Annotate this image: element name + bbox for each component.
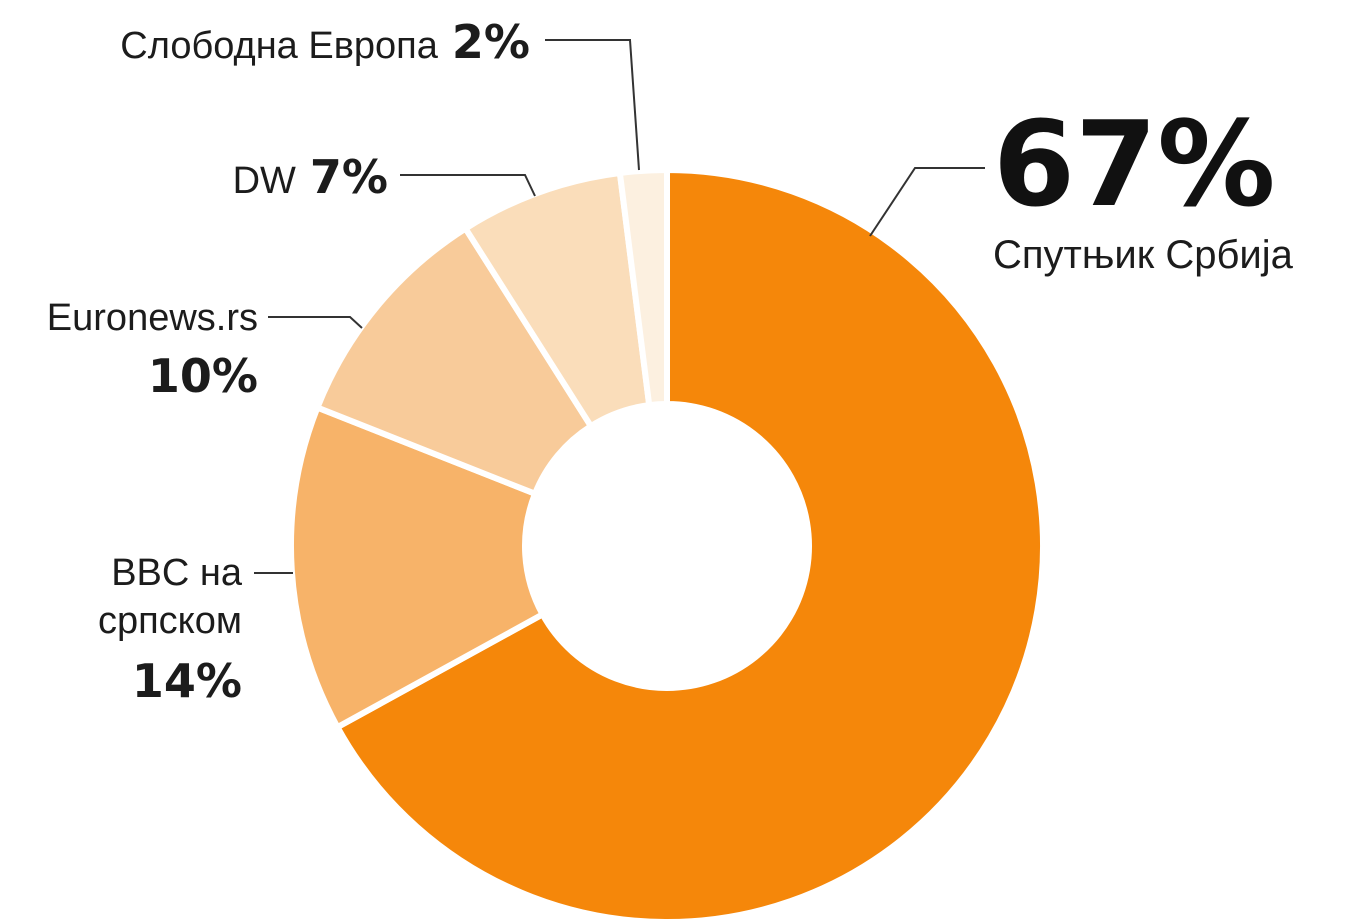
- donut-slices: [288, 167, 1046, 921]
- slice-label-euronews: Euronews.rs: [47, 297, 258, 339]
- leader-line-slobodna: [545, 39, 640, 171]
- slice-label-slobodna-row: Слободна Европа 2%: [120, 15, 530, 69]
- slice-value-bbc: 14%: [132, 654, 242, 708]
- leader-line-sputnik: [869, 167, 985, 237]
- donut-slice-euronews: [314, 225, 594, 497]
- slice-label-slobodna: Слободна Европа: [120, 25, 438, 67]
- leader-line-dw: [400, 174, 536, 197]
- donut-slice-bbc: [288, 404, 546, 731]
- slice-value-dw: 7%: [310, 150, 388, 204]
- leader-line-euronews: [268, 316, 363, 329]
- donut-slice-sputnik: [334, 167, 1046, 921]
- slice-label-dw-row: DW 7%: [233, 150, 388, 204]
- slice-value-sputnik: 67%: [993, 95, 1275, 233]
- slice-label-dw: DW: [233, 160, 296, 202]
- donut-slice-slobodna: [616, 167, 670, 409]
- slice-value-slobodna: 2%: [452, 15, 530, 69]
- slice-label-bbc-line2: српском: [98, 600, 242, 642]
- slice-label-bbc-line1: BBC на: [111, 552, 243, 594]
- slice-value-euronews: 10%: [148, 349, 258, 403]
- slice-label-sputnik: Спутњик Србија: [993, 233, 1294, 277]
